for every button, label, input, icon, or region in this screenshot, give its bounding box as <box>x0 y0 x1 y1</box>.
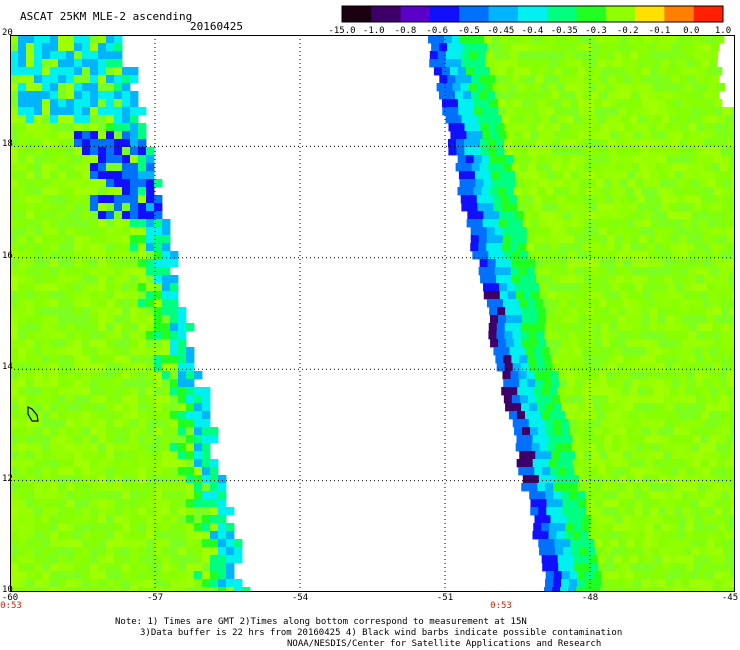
colorbar-swatch <box>576 6 607 22</box>
colorbar-swatch <box>459 6 490 22</box>
colorbar-label: -0.1 <box>648 26 671 36</box>
colorbar-swatch <box>429 6 460 22</box>
colorbar-swatch <box>517 6 548 22</box>
note-line-3: NOAA/NESDIS/Center for Satellite Applica… <box>287 639 602 649</box>
colorbar-label: -0.35 <box>550 26 578 36</box>
time-label-right: 0:53 <box>490 601 512 611</box>
longitude-label: -60 <box>1 593 19 603</box>
longitude-label: -54 <box>291 593 309 603</box>
latitude-label: 20 <box>2 28 13 38</box>
colorbar-label: -0.8 <box>394 26 417 36</box>
latitude-label: 16 <box>2 250 13 261</box>
colorbar-swatch <box>342 6 372 22</box>
colorbar-swatch <box>693 6 724 22</box>
scatterometer-map <box>10 35 735 592</box>
colorbar-label: -15.0 <box>328 26 356 36</box>
latitude-label: 14 <box>2 362 13 373</box>
longitude-label: -48 <box>581 593 599 603</box>
chart-title: ASCAT 25KM MLE-2 ascending <box>20 10 193 23</box>
colorbar-swatch <box>635 6 665 22</box>
longitude-label: -45 <box>721 593 739 603</box>
swath-left <box>10 35 251 592</box>
colorbar-swatch <box>400 6 431 22</box>
longitude-label: -51 <box>436 593 454 603</box>
gridlines <box>10 35 735 592</box>
time-label-left: 0:53 <box>0 601 22 611</box>
colorbar-swatch <box>371 6 402 22</box>
swath-right <box>428 35 735 592</box>
longitude-label: -57 <box>146 593 164 603</box>
colorbar-label: -0.3 <box>585 26 607 36</box>
colorbar-label: 1.0 <box>714 26 732 36</box>
latitude-label: 12 <box>2 473 13 484</box>
colorbar-swatch <box>664 6 695 22</box>
colorbar-label: 0.0 <box>683 26 700 36</box>
colorbar-label: -0.2 <box>616 26 639 36</box>
note-line-1: Note: 1) Times are GMT 2)Times along bot… <box>115 617 527 627</box>
colorbar-label: -0.45 <box>487 26 515 36</box>
colorbar-label: -0.6 <box>426 26 449 36</box>
island-outline <box>27 406 39 422</box>
latitude-label: 10 <box>2 585 13 595</box>
colorbar-swatch <box>547 6 577 22</box>
colorbar-swatch <box>605 6 636 22</box>
colorbar <box>341 5 724 23</box>
latitude-label: 18 <box>2 139 13 150</box>
note-line-2: 3)Data buffer is 22 hrs from 20160425 4)… <box>140 628 623 638</box>
colorbar-label: -0.5 <box>458 26 480 36</box>
colorbar-label: -0.4 <box>521 26 544 36</box>
chart-date: 20160425 <box>190 20 243 33</box>
colorbar-swatch <box>488 6 519 22</box>
colorbar-label: -1.0 <box>362 26 385 36</box>
